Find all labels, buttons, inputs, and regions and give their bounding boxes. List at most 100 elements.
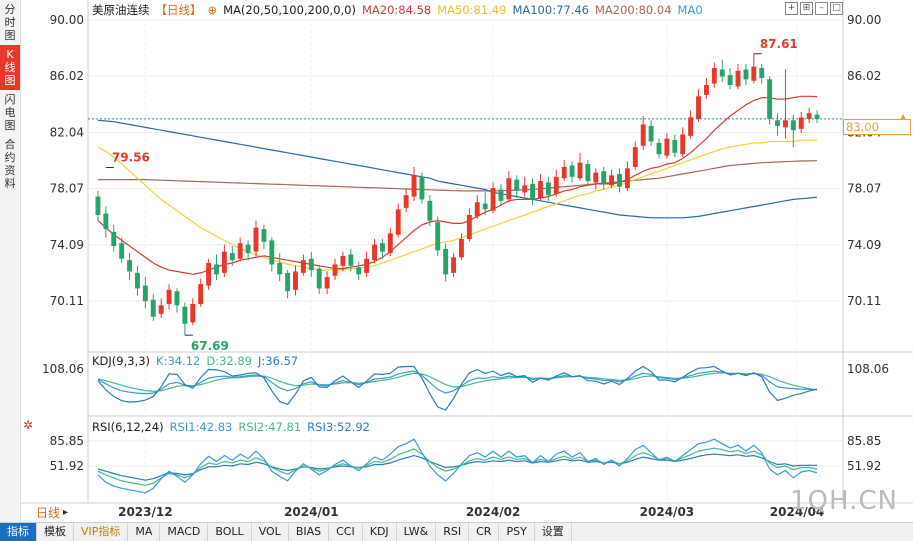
price-tick-label-left: 90.00 [50, 13, 84, 27]
candle-body [348, 254, 354, 266]
candle-body [387, 233, 393, 254]
rsi2-line [97, 447, 818, 487]
tab-contract-info[interactable]: 合约资料 [4, 138, 16, 190]
ma100-value: MA100:77.46 [512, 3, 589, 17]
price-tick-label-right: 86.02 [847, 69, 881, 83]
kdj-tick-label-right: 108.06 [847, 362, 889, 376]
price-tick-label-left: 78.07 [50, 182, 84, 196]
candle-body [221, 251, 227, 273]
candle-body [95, 196, 101, 215]
toolbar-vip-indicator[interactable]: VIP指标 [74, 523, 129, 541]
candle-body [672, 140, 678, 153]
rsi-header: RSI(6,12,24) RSI1:42.83 RSI2:47.81 RSI3:52.… [92, 420, 376, 434]
candle-body [229, 253, 235, 261]
candle-body [127, 260, 133, 272]
toolbar-boll[interactable]: BOLL [208, 523, 252, 541]
candle-body [711, 68, 717, 84]
candle-body [135, 272, 140, 289]
candle-body [158, 305, 164, 314]
candle-body [545, 182, 551, 196]
toolbar-cr[interactable]: CR [469, 523, 500, 541]
minimize-icon[interactable]: – [815, 2, 828, 15]
toolbar-settings[interactable]: 设置 [535, 523, 572, 541]
chart-header: 美原油连续 【日线】 ⊕ MA(20,50,100,200,0,0) MA20:84.5… [92, 1, 709, 19]
price-tick-label-left: 74.09 [50, 238, 84, 252]
candle-body [735, 70, 741, 87]
candle-body [798, 117, 804, 129]
price-tick-label-right: 70.11 [847, 294, 881, 308]
toolbar-lw[interactable]: LW& [397, 523, 437, 541]
candle-body [150, 299, 156, 317]
ma20-value: MA20:84.58 [361, 3, 432, 17]
candle-body [142, 285, 148, 302]
chart-canvas[interactable]: 90.0090.0086.0286.0282.0482.0478.0778.07… [0, 0, 913, 522]
rsi-label: RSI(6,12,24) [92, 420, 164, 434]
toolbar-macd[interactable]: MACD [160, 523, 209, 541]
tab-flash-chart[interactable]: 闪电图 [4, 93, 16, 132]
candle-body [466, 214, 472, 239]
candle-body [356, 267, 362, 275]
candle-body [664, 138, 670, 156]
candle-body [166, 289, 172, 304]
period-label[interactable]: 【日线】 [155, 3, 202, 17]
candle-body [198, 284, 204, 304]
candle-body [640, 124, 646, 146]
candle-body [751, 66, 757, 81]
x-tick-label: 2024/01 [284, 505, 338, 519]
toolbar-template[interactable]: 模板 [37, 523, 74, 541]
candle-body [474, 202, 480, 217]
caret-down-icon: ▸ [62, 507, 68, 518]
toolbar-kdj[interactable]: KDJ [363, 523, 397, 541]
candle-body [506, 178, 512, 200]
candle-body [190, 303, 196, 323]
candle-body [111, 231, 117, 247]
current-price-tag: 83.00 [843, 119, 911, 135]
toolbar-psy[interactable]: PSY [499, 523, 535, 541]
candle-body [316, 268, 322, 289]
candle-body [617, 173, 622, 187]
candle-body [245, 244, 251, 254]
toolbar-vol[interactable]: VOL [252, 523, 289, 541]
candle-body [451, 257, 456, 273]
toolbar-bias[interactable]: BIAS [289, 523, 330, 541]
price-tick-label-left: 82.04 [50, 125, 84, 139]
candle-body [443, 248, 449, 275]
x-tick-label: 2024/03 [640, 505, 694, 519]
ma0-value: MA0 [677, 3, 703, 17]
rsi-tick-label-left: 51.92 [50, 459, 84, 473]
settings-gear-icon[interactable]: ⊕ [207, 3, 218, 17]
indicator-settings-icon[interactable]: ✲ [23, 418, 34, 432]
toolbar-rsi[interactable]: RSI [436, 523, 470, 541]
candle-body [324, 277, 330, 289]
period-selector[interactable]: 日线 ▸ [22, 505, 72, 521]
candle-body [237, 243, 243, 259]
candle-body [308, 258, 314, 271]
crosshair-icon[interactable]: + [785, 2, 798, 15]
candle-body [419, 176, 425, 200]
candle-body [743, 69, 749, 80]
ma20-line [97, 95, 818, 275]
toolbar-ma[interactable]: MA [128, 523, 161, 541]
zoom-in-icon[interactable]: ⊞ [800, 2, 813, 15]
extreme-label: 67.69 [191, 339, 229, 353]
candle-body [656, 142, 662, 155]
ma100-line [97, 119, 818, 219]
indicator-toolbar: 指标 模板 VIP指标 MA MACD BOLL VOL BIAS CCI KD… [0, 522, 913, 541]
tab-timeshare[interactable]: 分时图 [4, 3, 16, 42]
maximize-icon[interactable]: □ [830, 2, 843, 15]
watermark: 1QH.CN [790, 486, 898, 516]
candle-body [459, 238, 464, 258]
rsi-tick-label-right: 51.92 [847, 459, 881, 473]
period-selector-label: 日线 [36, 506, 61, 520]
kdj-j-value: J:36.57 [258, 354, 299, 368]
kdj-d-value: D:32.89 [206, 354, 253, 368]
candle-body [688, 117, 694, 136]
price-tick-label-left: 70.11 [50, 294, 84, 308]
rsi3-line [97, 453, 817, 481]
toolbar-cci[interactable]: CCI [329, 523, 363, 541]
kdj-k-value: K:34.12 [156, 354, 201, 368]
ma50-value: MA50:81.49 [437, 3, 507, 17]
candle-body [427, 200, 433, 221]
toolbar-indicator[interactable]: 指标 [0, 523, 37, 541]
